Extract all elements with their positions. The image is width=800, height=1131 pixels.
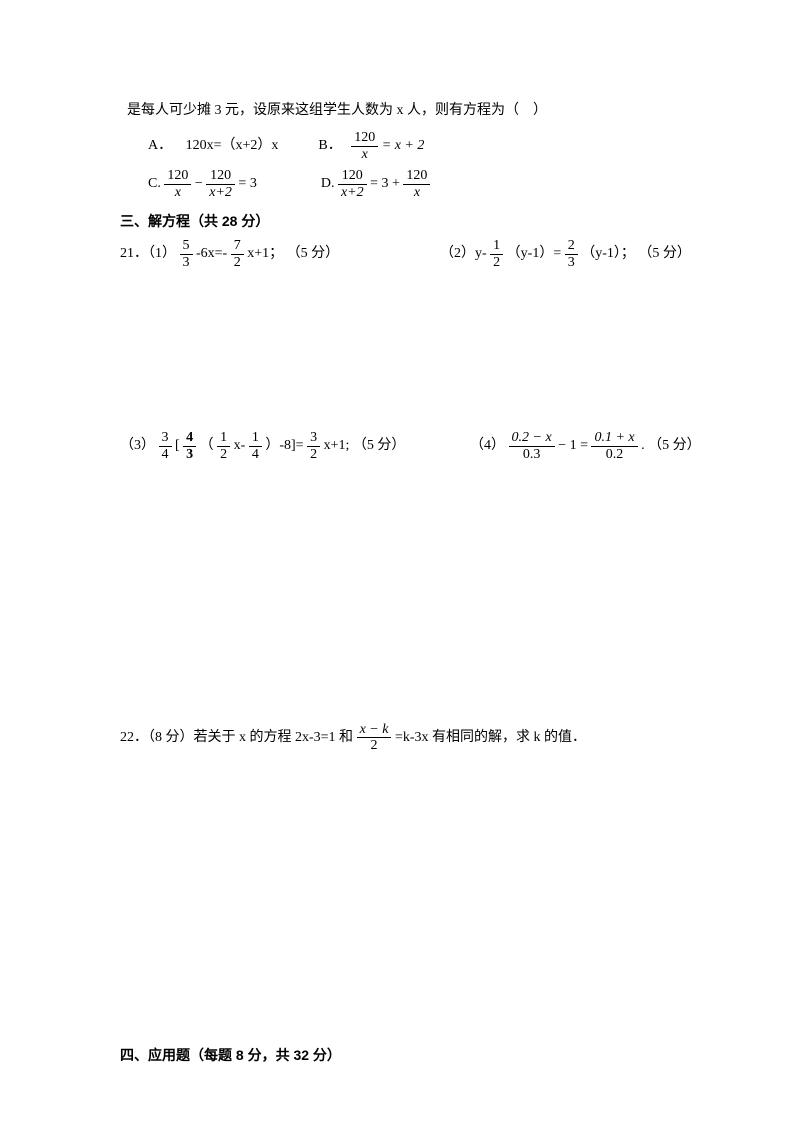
- q21-3-points: （5 分）: [353, 438, 406, 453]
- optc-f2: 120 x+2: [206, 168, 235, 200]
- q21-3-f4: 1 4: [249, 430, 262, 462]
- q21-3-f2: 4 3: [183, 430, 196, 462]
- optc-f1: 120 x: [164, 168, 191, 200]
- q21-part1: 21．（1） 5 3 -6x=- 7 2 x+1； （5 分）: [120, 238, 440, 270]
- q21-4-points: （5 分）: [648, 438, 701, 453]
- option-b: B． 120 x = x + 2: [318, 130, 424, 162]
- q21-1-suffix: x+1；: [247, 246, 283, 261]
- optb-den: x: [351, 147, 378, 162]
- q21-3-f5: 3 2: [307, 430, 320, 462]
- q22-suffix: =k-3x 有相同的解，求 k 的值．: [395, 730, 586, 745]
- optb-num: 120: [351, 130, 378, 146]
- option-row-cd: C. 120 x − 120 x+2 = 3 D. 120 x+2 =: [148, 168, 710, 200]
- q21-3-f3: 1 2: [217, 430, 230, 462]
- q21-2-suffix: （y-1）；: [581, 246, 635, 261]
- q21-2-mid: （y-1）=: [507, 246, 565, 261]
- q21-label: 21．（1）: [120, 246, 176, 261]
- q21-4-f2: 0.1 + x 0.2: [591, 430, 637, 462]
- option-c-prefix: C.: [148, 176, 161, 191]
- option-b-label: B．: [318, 139, 341, 154]
- question-continuation: 是每人可少摊 3 元，设原来这组学生人数为 x 人，则有方程为（ ）: [120, 100, 710, 122]
- q21-1-mid: -6x=-: [196, 246, 231, 261]
- option-b-fraction: 120 x: [351, 130, 378, 162]
- option-a-body: 120x=（x+2）x: [186, 138, 279, 153]
- q22-fraction: x − k 2: [357, 722, 392, 754]
- q21-1-f2: 7 2: [231, 238, 244, 270]
- optd-f2: 120 x: [403, 168, 430, 200]
- option-c: C. 120 x − 120 x+2 = 3: [148, 168, 257, 200]
- optd-f1: 120 x+2: [338, 168, 367, 200]
- q21-3-a: [: [175, 438, 183, 453]
- q21-row2: （3） 3 4 [ 4 3 （ 1 2 x- 1 4 ）-8]= 3: [120, 430, 710, 462]
- q21-3-label: （3）: [120, 438, 155, 453]
- section-4-heading: 四、应用题（每题 8 分，共 32 分）: [120, 1044, 710, 1066]
- q21-part4: （4） 0.2 − x 0.3 − 1 = 0.1 + x 0.2 . （5 分…: [470, 430, 710, 462]
- option-a: A． 120x=（x+2）x: [148, 135, 278, 157]
- option-b-rhs: = x + 2: [382, 139, 425, 154]
- q21-1-points: （5 分）: [287, 246, 340, 261]
- option-row-ab: A． 120x=（x+2）x B． 120 x = x + 2: [148, 130, 710, 162]
- options-block: A． 120x=（x+2）x B． 120 x = x + 2 C. 120 x…: [120, 130, 710, 200]
- option-d: D. 120 x+2 = 3 + 120 x: [321, 168, 431, 200]
- q21-3-b: （: [200, 438, 214, 453]
- q21-1-f1: 5 3: [180, 238, 193, 270]
- q21-2-points: （5 分）: [638, 246, 691, 261]
- q21-3-d: ）-8]=: [265, 438, 307, 453]
- q21-part3: （3） 3 4 [ 4 3 （ 1 2 x- 1 4 ）-8]= 3: [120, 430, 470, 462]
- q21-2-f1: 1 2: [490, 238, 503, 270]
- q21-3-e: x+1;: [324, 438, 350, 453]
- q21-2-f2: 2 3: [565, 238, 578, 270]
- q21-4-suffix: .: [641, 438, 645, 453]
- optc-rhs: = 3: [238, 176, 256, 191]
- q21-3-c: x-: [234, 438, 249, 453]
- q22-label: 22．（8 分）若关于 x 的方程 2x-3=1 和: [120, 730, 357, 745]
- section-3-heading: 三、解方程（共 28 分）: [120, 210, 710, 232]
- option-a-label: A．: [148, 138, 172, 153]
- q21-4-f1: 0.2 − x 0.3: [509, 430, 555, 462]
- q21-3-f1: 3 4: [159, 430, 172, 462]
- q21-part2: （2）y- 1 2 （y-1）= 2 3 （y-1）； （5 分）: [440, 238, 710, 270]
- optd-mid: = 3 +: [370, 176, 403, 191]
- q21-4-mid: − 1 =: [558, 438, 591, 453]
- q22: 22．（8 分）若关于 x 的方程 2x-3=1 和 x − k 2 =k-3x…: [120, 722, 710, 754]
- q21-4-label: （4）: [470, 438, 505, 453]
- q21-2-label: （2）y-: [440, 246, 490, 261]
- optc-minus: −: [195, 176, 206, 191]
- option-d-prefix: D.: [321, 176, 335, 191]
- q21-row1: 21．（1） 5 3 -6x=- 7 2 x+1； （5 分） （2）y- 1 …: [120, 238, 710, 270]
